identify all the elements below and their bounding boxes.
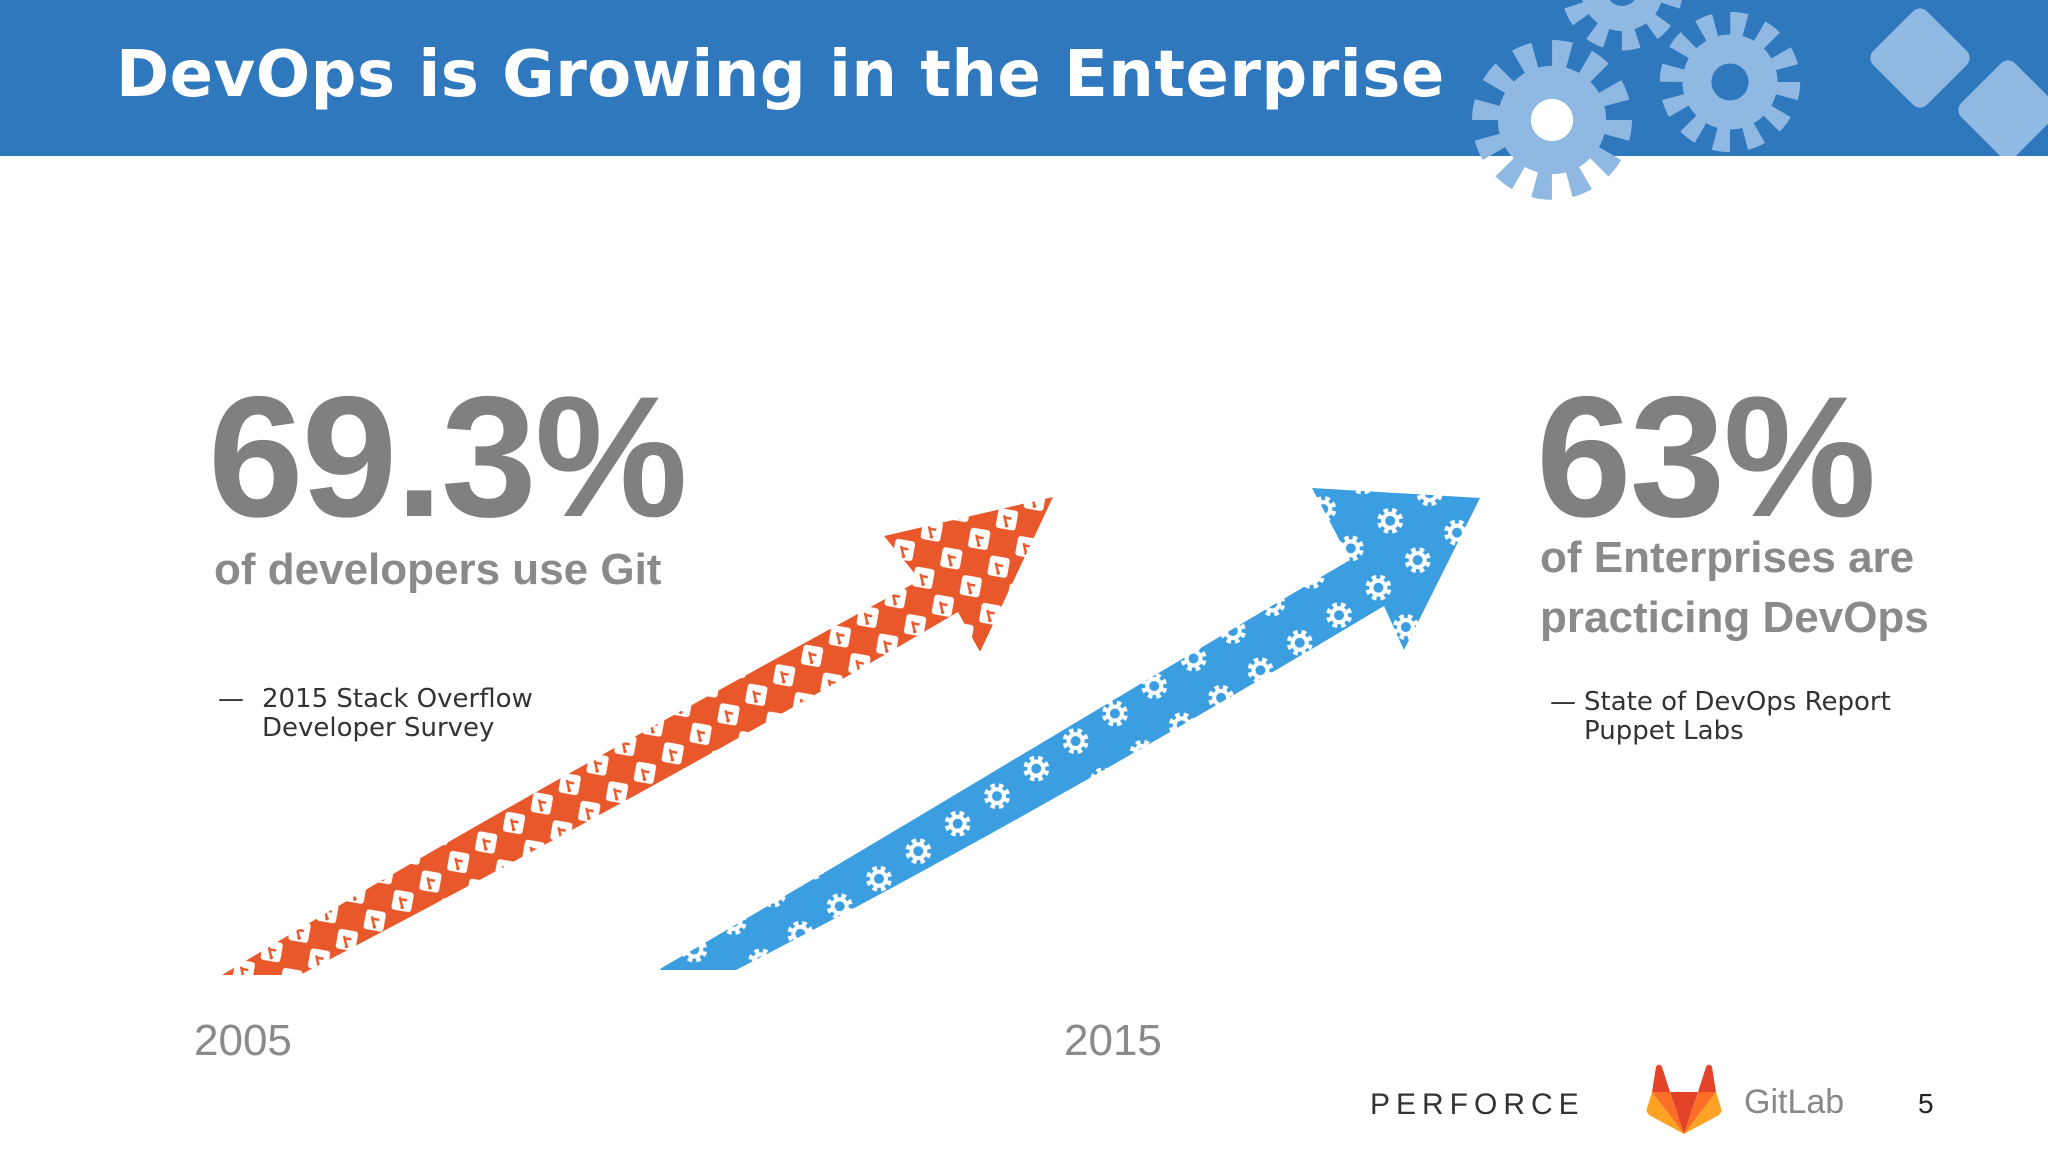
- gear-icon: [1472, 40, 1632, 200]
- source-line: Puppet Labs: [1584, 716, 1744, 746]
- git-usage-caption: of developers use Git: [214, 545, 662, 594]
- source-line: State of DevOps Report: [1584, 687, 1891, 717]
- git-usage-percentage: 69.3%: [208, 361, 688, 553]
- devops-adoption-source: — State of DevOps Report Puppet Labs: [1550, 688, 1891, 746]
- devops-adoption-caption: of Enterprises are practicing DevOps: [1540, 533, 1929, 642]
- end-year-label: 2015: [1064, 1016, 1162, 1065]
- gear-icon: [1659, 11, 1801, 153]
- source-dash: —: [218, 684, 244, 714]
- gitlab-logo-text: GitLab: [1744, 1083, 1845, 1121]
- source-line: Developer Survey: [262, 713, 495, 743]
- slide-header: DevOps is Growing in the Enterprise: [0, 0, 2048, 156]
- git-growth-arrow: [222, 497, 1053, 975]
- devops-growth-arrow: [658, 488, 1480, 970]
- start-year-label: 2005: [194, 1016, 292, 1065]
- devops-adoption-percentage: 63%: [1536, 361, 1876, 553]
- git-branch-icon: [1870, 8, 1970, 108]
- page-number: 5: [1918, 1088, 1934, 1119]
- gitlab-tanuki-icon: [1646, 1064, 1722, 1134]
- git-branch-icon: [1958, 60, 2048, 156]
- git-usage-source: — 2015 Stack Overflow Developer Survey: [218, 685, 533, 743]
- slide-title: DevOps is Growing in the Enterprise: [116, 38, 1445, 112]
- source-line: 2015 Stack Overflow: [262, 684, 533, 714]
- perforce-logo: PERFORCE: [1370, 1088, 1585, 1121]
- source-dash: —: [1550, 687, 1576, 717]
- gear-icon: [1562, 0, 1682, 51]
- gear-icon: [1472, 40, 1632, 200]
